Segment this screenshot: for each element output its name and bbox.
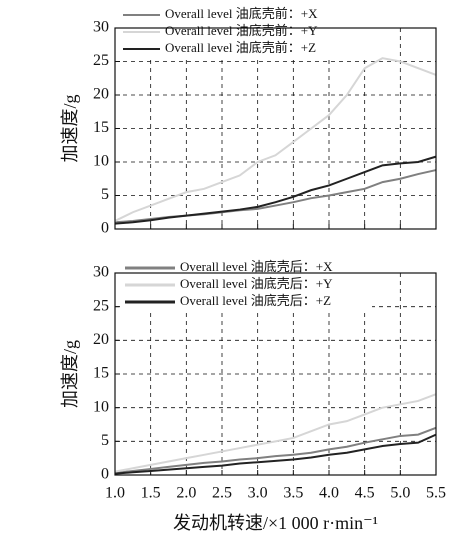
y-tick-label: 0: [101, 220, 109, 237]
y-tick-label: 10: [93, 153, 109, 170]
x-tick-label: 2.0: [176, 485, 196, 502]
x-tick-label: 1.5: [141, 485, 161, 502]
plot-frame: [114, 27, 437, 230]
y-tick-label: 5: [101, 186, 109, 203]
y-axis-label: 加速度/g: [60, 340, 80, 408]
x-tick-label: 3.0: [248, 485, 268, 502]
y-tick-label: 20: [93, 86, 109, 103]
y-tick-label: 15: [93, 365, 109, 382]
legend-label: Overall level 油底壳后：+Z: [180, 293, 331, 308]
series-line: [114, 155, 437, 225]
y-tick-label: 30: [93, 19, 109, 36]
x-tick-label: 3.5: [283, 485, 303, 502]
x-tick-label: 5.0: [390, 485, 410, 502]
x-tick-label: 5.5: [426, 485, 446, 502]
y-tick-label: 0: [101, 466, 109, 483]
x-tick-label: 4.0: [319, 485, 339, 502]
y-tick-label: 25: [93, 52, 109, 69]
y-tick-label: 5: [101, 432, 109, 449]
series-line: [114, 433, 437, 475]
x-tick-label: 1.0: [105, 485, 125, 502]
series-line: [114, 57, 437, 222]
y-tick-label: 10: [93, 398, 109, 415]
y-tick-label: 30: [93, 264, 109, 281]
y-tick-label: 20: [93, 331, 109, 348]
series-line: [114, 169, 437, 224]
legend-background: [120, 7, 370, 57]
legend-label: Overall level 油底壳后：+X: [180, 259, 333, 274]
series-line: [114, 393, 437, 473]
y-axis-label: 加速度/g: [60, 94, 80, 162]
series-line: [114, 426, 437, 474]
plot-frame: [114, 272, 437, 476]
y-tick-label: 15: [93, 119, 109, 136]
x-tick-label: 4.5: [355, 485, 375, 502]
legend-label: Overall level 油底壳前：+Z: [165, 40, 316, 55]
legend-label: Overall level 油底壳前：+Y: [165, 23, 318, 38]
x-tick-label: 2.5: [212, 485, 232, 502]
x-axis-label: 发动机转速/×1 000 r·min⁻¹: [173, 513, 378, 533]
legend-label: Overall level 油底壳后：+Y: [180, 276, 333, 291]
legend-label: Overall level 油底壳前：+X: [165, 6, 318, 21]
y-tick-label: 25: [93, 297, 109, 314]
